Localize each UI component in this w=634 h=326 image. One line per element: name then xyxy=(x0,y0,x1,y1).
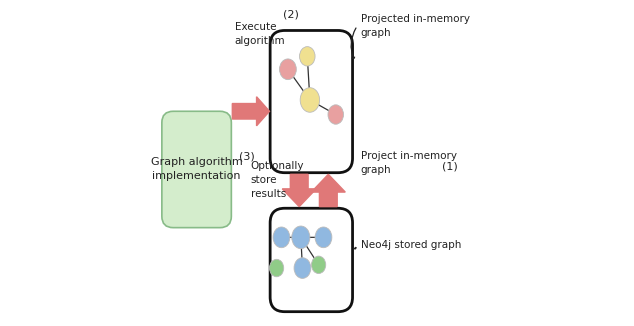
Text: Neo4j stored graph: Neo4j stored graph xyxy=(361,240,461,250)
Text: Projected in-memory
graph: Projected in-memory graph xyxy=(361,14,470,38)
Text: (3): (3) xyxy=(240,152,255,162)
Ellipse shape xyxy=(294,258,311,278)
Ellipse shape xyxy=(292,226,310,249)
Text: Execute
algorithm: Execute algorithm xyxy=(235,22,285,46)
Ellipse shape xyxy=(311,256,326,274)
FancyArrow shape xyxy=(311,174,346,207)
Text: (1): (1) xyxy=(442,161,458,171)
FancyArrow shape xyxy=(232,97,269,126)
Text: Optionally
store
results: Optionally store results xyxy=(250,161,304,200)
Ellipse shape xyxy=(315,227,332,248)
Ellipse shape xyxy=(273,227,290,248)
Ellipse shape xyxy=(269,259,283,277)
Text: (2): (2) xyxy=(283,9,299,20)
Ellipse shape xyxy=(300,88,320,112)
FancyBboxPatch shape xyxy=(270,30,353,173)
Text: Project in-memory
graph: Project in-memory graph xyxy=(361,151,456,175)
Text: Graph algorithm
implementation: Graph algorithm implementation xyxy=(151,157,242,182)
Ellipse shape xyxy=(299,47,315,66)
FancyBboxPatch shape xyxy=(270,208,353,312)
Ellipse shape xyxy=(280,59,296,80)
Ellipse shape xyxy=(328,105,344,124)
FancyBboxPatch shape xyxy=(162,111,231,228)
FancyArrow shape xyxy=(282,174,316,207)
